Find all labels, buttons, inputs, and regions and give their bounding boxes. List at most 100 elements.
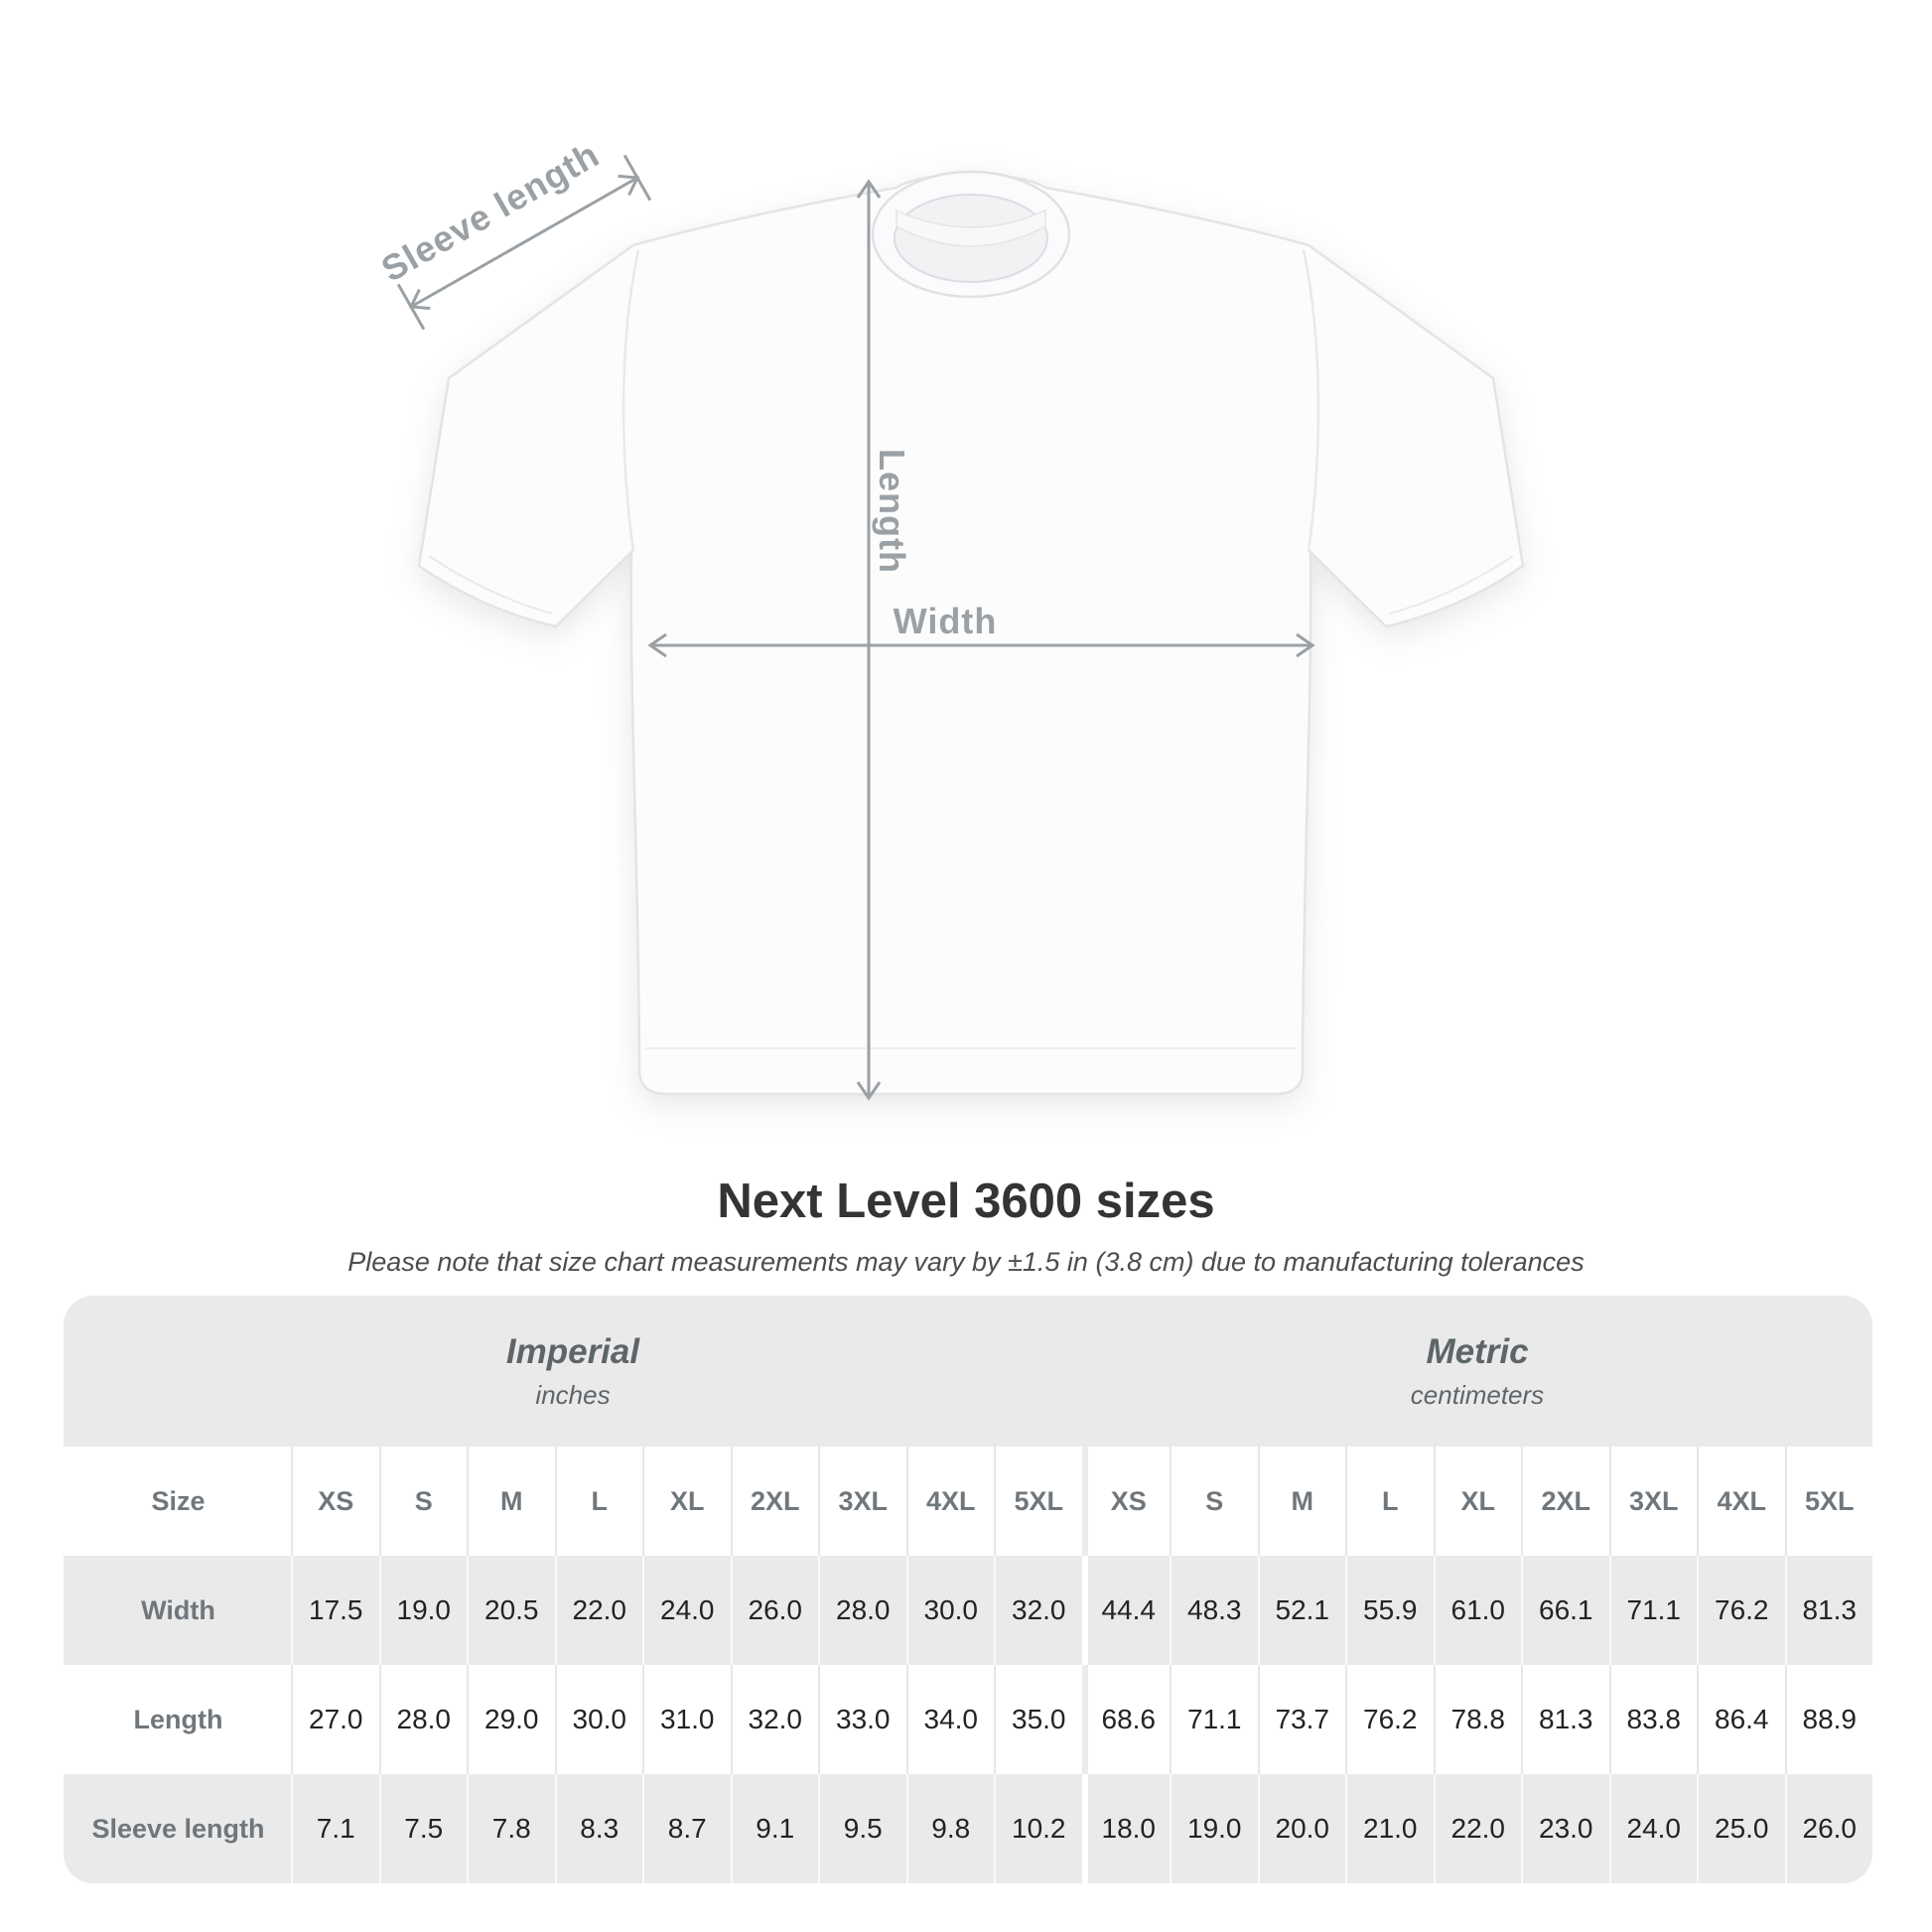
imperial-header: Imperial inches (64, 1296, 1082, 1447)
imperial-title: Imperial (505, 1331, 640, 1371)
size-row-header-label: Size (64, 1447, 291, 1556)
sleeve-length-arrow (396, 154, 652, 331)
size-col-header-metric: L (1345, 1447, 1434, 1556)
size-col-header-metric: 3XL (1608, 1447, 1697, 1556)
value-cell-metric: 55.9 (1345, 1556, 1434, 1665)
tshirt-back-collar (896, 208, 1046, 247)
value-cell-imperial: 33.0 (818, 1665, 906, 1774)
value-cell-metric: 71.1 (1608, 1556, 1698, 1665)
size-col-header-imperial: XS (291, 1447, 379, 1556)
tshirt-illustration (417, 170, 1525, 1096)
size-col-header-metric: XL (1433, 1447, 1521, 1556)
size-col-header-metric: 5XL (1784, 1447, 1872, 1556)
size-col-header-metric: M (1257, 1447, 1345, 1556)
value-cell-imperial: 9.8 (905, 1774, 995, 1883)
value-cell-metric: 73.7 (1257, 1665, 1345, 1774)
page-title: Next Level 3600 sizes (717, 1174, 1215, 1228)
value-cell-imperial: 22.0 (554, 1556, 643, 1665)
size-col-header-metric: S (1170, 1447, 1258, 1556)
value-cell-imperial: 8.3 (554, 1774, 643, 1883)
size-col-header-imperial: 4XL (905, 1447, 994, 1556)
value-cell-imperial: 9.1 (730, 1774, 819, 1883)
size-col-header-imperial: L (554, 1447, 642, 1556)
size-col-header-imperial: 2XL (730, 1447, 818, 1556)
size-col-header-metric: 4XL (1697, 1447, 1785, 1556)
units-header-row: Imperial inches Metric centimeters (64, 1296, 1872, 1447)
value-cell-imperial: 32.0 (730, 1665, 818, 1774)
value-cell-metric: 86.4 (1697, 1665, 1785, 1774)
metric-header: Metric centimeters (1082, 1296, 1872, 1447)
value-cell-imperial: 31.0 (642, 1665, 731, 1774)
value-cell-metric: 71.1 (1170, 1665, 1258, 1774)
metric-title: Metric (1426, 1331, 1529, 1371)
value-cell-metric: 19.0 (1170, 1774, 1258, 1883)
value-cell-imperial: 30.0 (905, 1556, 995, 1665)
value-cell-imperial: 35.0 (994, 1665, 1082, 1774)
value-cell-metric: 22.0 (1433, 1774, 1522, 1883)
value-cell-imperial: 30.0 (554, 1665, 642, 1774)
value-cell-imperial: 28.0 (378, 1665, 467, 1774)
value-cell-metric: 20.0 (1257, 1774, 1346, 1883)
metric-subtitle: centimeters (1410, 1379, 1545, 1410)
size-col-header-imperial: XL (642, 1447, 731, 1556)
sleeve-length-label: Sleeve length (374, 134, 606, 290)
value-cell-metric: 81.3 (1521, 1665, 1609, 1774)
tshirt-left-sleeve-seam (621, 249, 640, 553)
size-col-header-metric: 2XL (1521, 1447, 1609, 1556)
value-cell-metric: 78.8 (1433, 1665, 1521, 1774)
row-label: Sleeve length (91, 1813, 265, 1844)
value-cell-imperial: 34.0 (905, 1665, 994, 1774)
row-label: Length (64, 1665, 291, 1774)
value-cell-metric: 88.9 (1784, 1665, 1872, 1774)
value-cell-imperial: 28.0 (818, 1556, 906, 1665)
value-cell-imperial: 26.0 (730, 1556, 819, 1665)
value-cell-imperial: 20.5 (467, 1556, 555, 1665)
value-cell-imperial: 32.0 (994, 1556, 1082, 1665)
value-cell-imperial: 17.5 (291, 1556, 379, 1665)
value-cell-metric: 18.0 (1081, 1774, 1171, 1883)
page-subtitle: Please note that size chart measurements… (347, 1247, 1585, 1277)
imperial-subtitle: inches (535, 1379, 611, 1410)
tshirt-diagram: Sleeve length Length Width (374, 134, 1525, 1101)
size-col-header-imperial: 5XL (994, 1447, 1082, 1556)
value-cell-metric: 81.3 (1784, 1556, 1873, 1665)
size-chart-table: Imperial inches Metric centimeters Size X… (64, 1296, 1872, 1883)
tshirt-right-sleeve-seam (1302, 249, 1320, 553)
value-cell-metric: 83.8 (1608, 1665, 1697, 1774)
value-cell-imperial: 29.0 (467, 1665, 555, 1774)
value-cell-imperial: 24.0 (642, 1556, 731, 1665)
size-col-header-imperial: 3XL (818, 1447, 906, 1556)
value-cell-metric: 76.2 (1697, 1556, 1785, 1665)
value-cell-metric: 44.4 (1081, 1556, 1171, 1665)
value-cell-metric: 76.2 (1345, 1665, 1434, 1774)
value-cell-imperial: 7.1 (291, 1774, 379, 1883)
width-arrow (647, 632, 1315, 658)
value-cell-metric: 48.3 (1170, 1556, 1258, 1665)
value-cell-metric: 66.1 (1521, 1556, 1609, 1665)
value-cell-metric: 25.0 (1697, 1774, 1785, 1883)
size-col-header-imperial: S (378, 1447, 467, 1556)
value-cell-metric: 52.1 (1257, 1556, 1346, 1665)
length-label: Length (872, 449, 912, 574)
length-arrow (856, 179, 882, 1101)
value-cell-metric: 26.0 (1784, 1774, 1873, 1883)
size-col-header-imperial: M (467, 1447, 555, 1556)
value-cell-metric: 23.0 (1521, 1774, 1609, 1883)
value-cell-metric: 24.0 (1608, 1774, 1698, 1883)
value-cell-imperial: 8.7 (642, 1774, 731, 1883)
tshirt-body (417, 173, 1525, 1096)
value-cell-imperial: 9.5 (818, 1774, 906, 1883)
tshirt-right-sleeve-hem (1389, 555, 1514, 615)
value-cell-metric: 21.0 (1345, 1774, 1434, 1883)
size-grid: Size XS S M L XL 2XL 3XL 4XL 5XL XS S M L XL 2XL 3XL 4XL 5… (64, 1447, 1872, 1883)
width-label: Width (894, 601, 998, 641)
size-col-header-metric: XS (1081, 1447, 1170, 1556)
value-cell-metric: 61.0 (1433, 1556, 1522, 1665)
value-cell-imperial: 7.8 (467, 1774, 555, 1883)
tshirt-left-sleeve-hem (428, 555, 553, 615)
value-cell-imperial: 19.0 (378, 1556, 468, 1665)
value-cell-imperial: 27.0 (291, 1665, 379, 1774)
value-cell-imperial: 10.2 (994, 1774, 1082, 1883)
row-label: Width (141, 1594, 215, 1625)
value-cell-imperial: 7.5 (378, 1774, 468, 1883)
